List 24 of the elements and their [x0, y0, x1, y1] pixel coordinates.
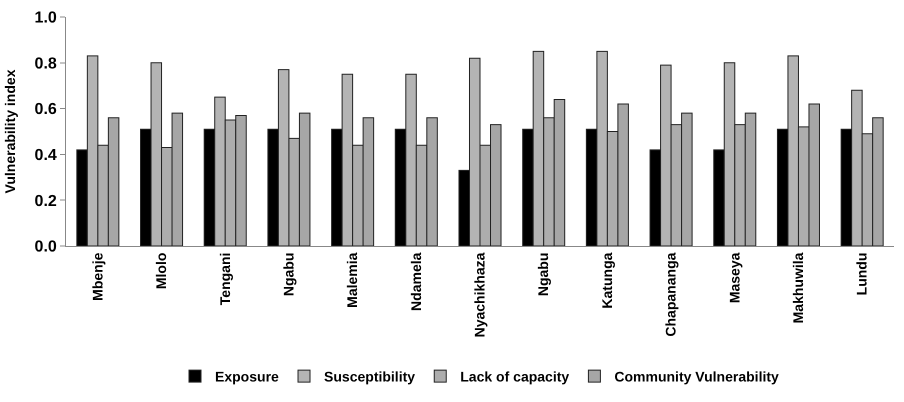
legend-label: Susceptibility: [324, 368, 416, 385]
x-tick-label: Maseya: [726, 252, 742, 304]
y-tick-label: 0.4: [34, 147, 57, 164]
x-tick-label: Makhuwila: [790, 252, 806, 324]
x-tick-label: Malemia: [344, 252, 360, 308]
y-tick-label: 0.8: [34, 55, 57, 72]
y-axis-title: Vulnerability index: [2, 69, 18, 194]
legend-label: Community Vulnerability: [614, 368, 780, 385]
x-tick-label: Katunga: [598, 252, 615, 309]
x-tick-label: Ngabu: [535, 252, 552, 296]
x-tick-label: Mlolo: [153, 252, 170, 290]
x-tick-label: Lundu: [854, 252, 870, 296]
x-tick-label: Mbenje: [89, 252, 106, 301]
y-tick-label: 0.2: [34, 192, 57, 210]
legend-label: Exposure: [215, 368, 280, 385]
legend-label: Lack of capacity: [460, 368, 570, 385]
x-tick-label: Ngabu: [280, 252, 296, 296]
x-tick-label: Chapananga: [662, 252, 679, 337]
x-tick-label: Nyachikhaza: [472, 252, 488, 338]
y-tick-label: 0.6: [34, 101, 57, 118]
x-tick-label: Tengani: [216, 252, 233, 306]
y-tick-label: 1.0: [34, 10, 57, 27]
y-tick-label: 0.0: [34, 238, 57, 256]
x-tick-label: Ndamela: [408, 252, 424, 311]
